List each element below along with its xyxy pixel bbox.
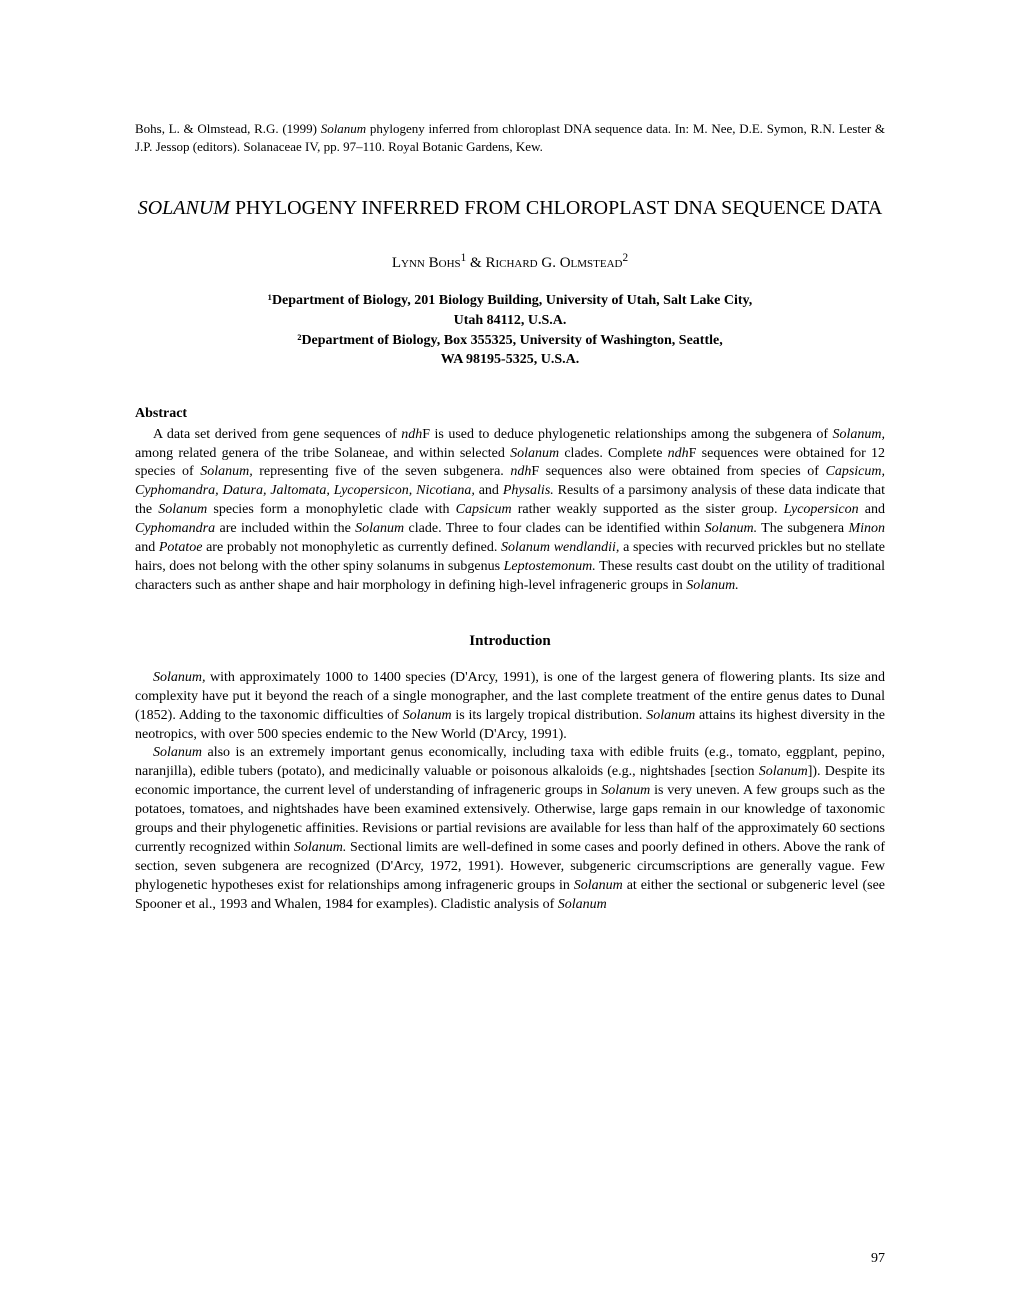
author2-first: Richard: [485, 255, 537, 271]
citation-text: Bohs, L. & Olmstead, R.G. (1999): [135, 121, 321, 136]
abstract-i2: Solanum,: [833, 427, 886, 442]
abstract-i18: Leptostemonum.: [504, 559, 596, 574]
abstract-t2: F is used to deduce phylogenetic relatio…: [422, 427, 832, 442]
affiliations-block: ¹Department of Biology, 201 Biology Buil…: [135, 291, 885, 369]
intro-paragraph-1: Solanum, with approximately 1000 to 1400…: [135, 669, 885, 745]
intro-p2-i3: Solanum: [601, 783, 650, 798]
abstract-i19: Solanum.: [686, 578, 739, 593]
intro-p2-i4: Solanum.: [294, 840, 347, 855]
citation-block: Bohs, L. & Olmstead, R.G. (1999) Solanum…: [135, 120, 885, 155]
abstract-i5: Solanum,: [200, 464, 253, 479]
abstract-t3: among related genera of the tribe Solane…: [135, 446, 510, 461]
abstract-t14: clade. Three to four clades can be ident…: [404, 521, 704, 536]
authors-line: Lynn Bohs1 & Richard G. Olmstead2: [135, 251, 885, 273]
abstract-t13: are included within the: [215, 521, 355, 536]
intro-p1-i1: Solanum,: [153, 670, 206, 685]
page-number: 97: [871, 1250, 885, 1269]
author1-first: Lynn: [392, 255, 425, 271]
author2-sup: 2: [623, 252, 629, 264]
abstract-text: A data set derived from gene sequences o…: [135, 426, 885, 596]
abstract-i1: ndh: [401, 427, 422, 442]
abstract-t17: are probably not monophyletic as current…: [202, 540, 501, 555]
abstract-i15: Minon: [848, 521, 885, 536]
title-italic: SOLANUM: [138, 197, 230, 219]
abstract-i6: ndh: [510, 464, 531, 479]
intro-p2-i2: Solanum: [759, 764, 808, 779]
intro-p1-i2: Solanum: [403, 708, 452, 723]
abstract-t4: clades. Complete: [559, 446, 668, 461]
abstract-t6: representing five of the seven subgenera…: [253, 464, 511, 479]
abstract-i16: Potatoe: [159, 540, 203, 555]
author2-last: Olmstead: [560, 255, 623, 271]
intro-p2-i6: Solanum: [558, 897, 607, 912]
intro-paragraph-2: Solanum also is an extremely important g…: [135, 744, 885, 914]
abstract-i17: Solanum wendlandii,: [501, 540, 619, 555]
abstract-t16: and: [135, 540, 159, 555]
abstract-t1: A data set derived from gene sequences o…: [153, 427, 401, 442]
abstract-i4: ndh: [668, 446, 689, 461]
author1-last: Bohs: [429, 255, 461, 271]
affiliation-line4: WA 98195-5325, U.S.A.: [135, 350, 885, 370]
affiliation-line2: Utah 84112, U.S.A.: [135, 311, 885, 331]
abstract-i13: Solanum: [355, 521, 404, 536]
abstract-t8: and: [475, 483, 503, 498]
abstract-i12: Cyphomandra: [135, 521, 215, 536]
author2-middle: G.: [538, 255, 560, 271]
citation-italic: Solanum: [321, 121, 367, 136]
authors-amp: &: [466, 255, 485, 271]
introduction-heading: Introduction: [135, 631, 885, 651]
abstract-t15: The subgenera: [757, 521, 848, 536]
abstract-i8: Physalis.: [503, 483, 554, 498]
affiliation-line3: ²Department of Biology, Box 355325, Univ…: [135, 331, 885, 351]
abstract-t11: rather weakly supported as the sister gr…: [512, 502, 784, 517]
abstract-t7: F sequences also were obtained from spec…: [531, 464, 825, 479]
abstract-i3: Solanum: [510, 446, 559, 461]
abstract-t12: and: [859, 502, 885, 517]
abstract-i10: Capsicum: [456, 502, 512, 517]
intro-p1-i3: Solanum: [646, 708, 695, 723]
abstract-i14: Solanum.: [705, 521, 758, 536]
abstract-i9: Solanum: [158, 502, 207, 517]
paper-title: SOLANUM PHYLOGENY INFERRED FROM CHLOROPL…: [135, 195, 885, 221]
title-rest: PHYLOGENY INFERRED FROM CHLOROPLAST DNA …: [230, 197, 882, 219]
intro-p2-i1: Solanum: [153, 745, 202, 760]
intro-p2-i5: Solanum: [574, 878, 623, 893]
intro-p1-t2: is its largely tropical distribution.: [452, 708, 647, 723]
abstract-heading: Abstract: [135, 405, 885, 424]
abstract-i11: Lycopersicon: [784, 502, 859, 517]
abstract-t10: species form a monophyletic clade with: [207, 502, 455, 517]
affiliation-line1: ¹Department of Biology, 201 Biology Buil…: [135, 291, 885, 311]
